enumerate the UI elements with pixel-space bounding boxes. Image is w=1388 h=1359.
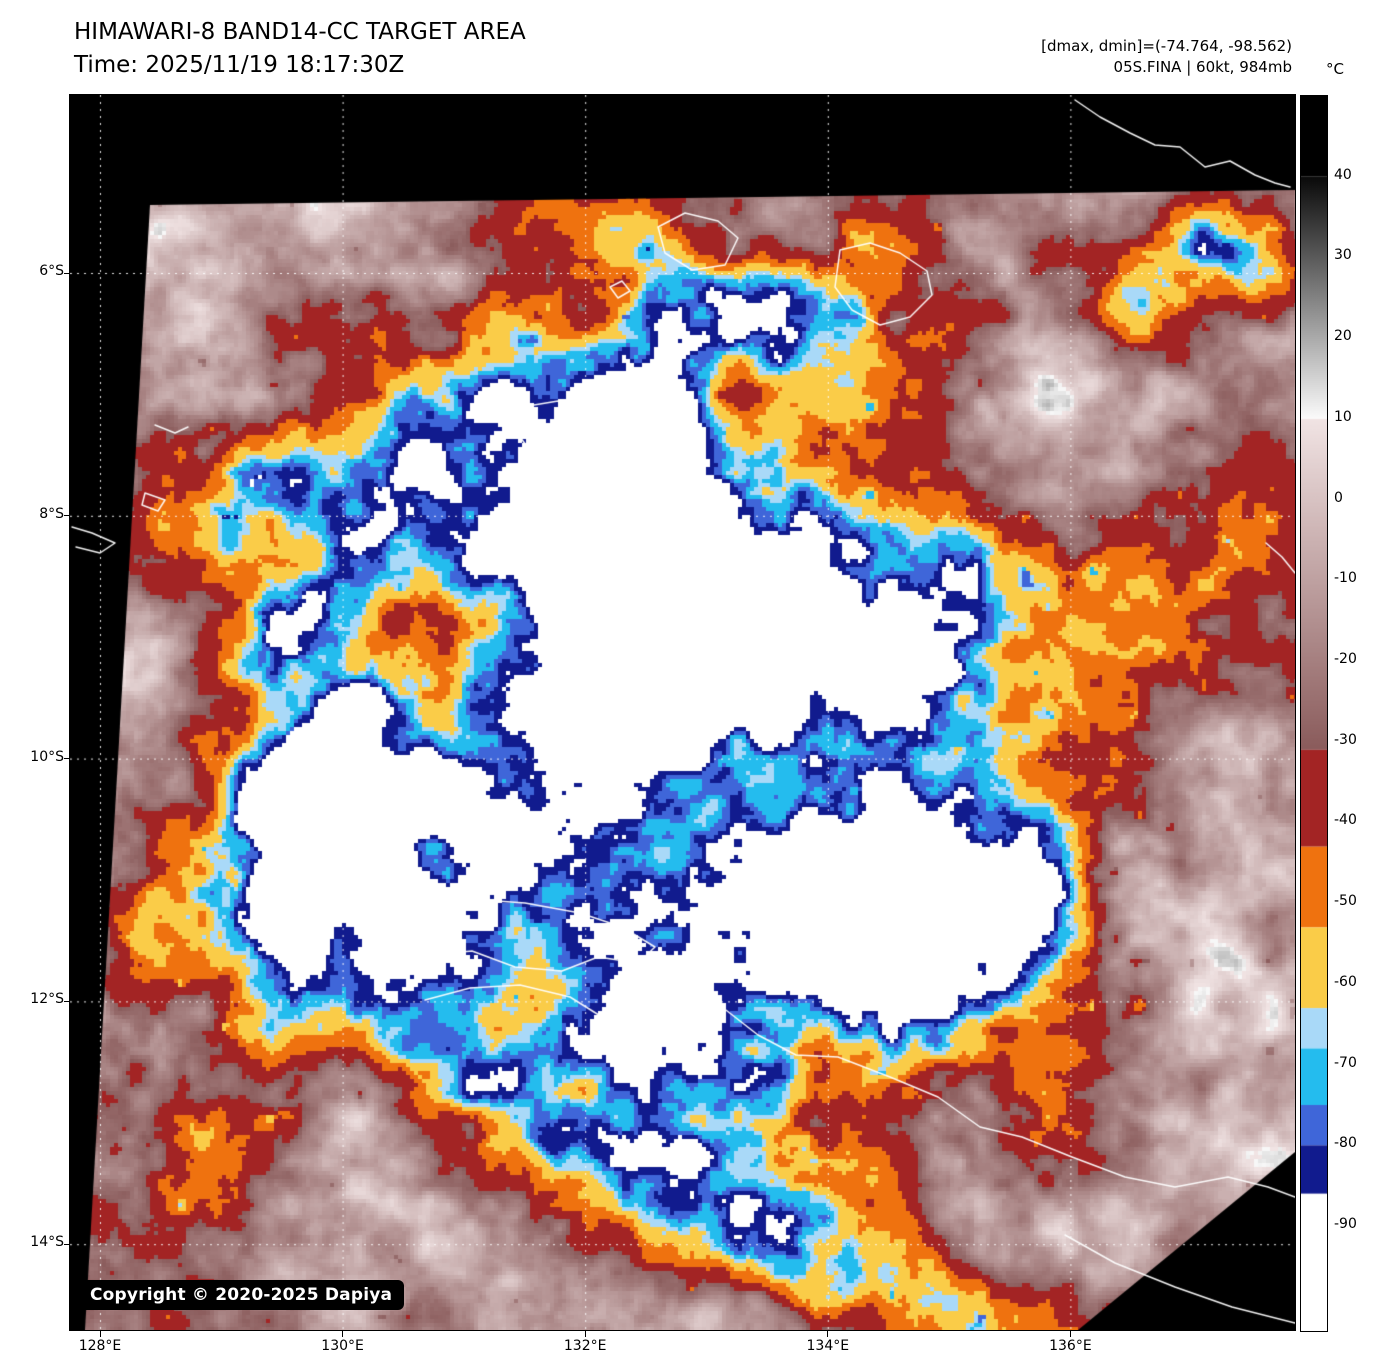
- lon-tick-mark: [1069, 1331, 1071, 1337]
- lon-tick-label: 134°E: [806, 1338, 850, 1354]
- lon-tick-label: 136°E: [1049, 1338, 1092, 1354]
- colorbar-tick-label: 40: [1334, 166, 1352, 183]
- colorbar-tick-label: 0: [1334, 489, 1343, 506]
- colorbar-tick-label: -20: [1334, 651, 1357, 668]
- lat-tick-mark: [64, 272, 70, 274]
- lon-tick-mark: [827, 1331, 829, 1337]
- product-time: Time: 2025/11/19 18:17:30Z: [74, 52, 405, 78]
- lon-tick-mark: [584, 1331, 586, 1337]
- colorbar-unit-label: °C: [1326, 60, 1344, 78]
- colorbar-tick-label: -30: [1334, 731, 1357, 748]
- colorbar-tick-label: -90: [1334, 1216, 1357, 1233]
- header-right: [dmax, dmin]=(-74.764, -98.562) 05S.FINA…: [1041, 36, 1292, 78]
- lat-tick-mark: [64, 1243, 70, 1245]
- colorbar-tick-label: -50: [1334, 893, 1357, 910]
- product-title: HIMAWARI-8 BAND14-CC TARGET AREA: [74, 19, 526, 45]
- colorbar-tick-label: 30: [1334, 247, 1352, 264]
- colorbar: [1300, 95, 1328, 1332]
- dmax-dmin-readout: [dmax, dmin]=(-74.764, -98.562): [1041, 37, 1292, 55]
- lon-tick-label: 128°E: [78, 1338, 122, 1354]
- lat-tick-mark: [64, 758, 70, 760]
- lat-tick-mark: [64, 515, 70, 517]
- lon-tick-mark: [99, 1331, 101, 1337]
- lat-tick-label: 8°S: [39, 505, 64, 522]
- satellite-imagery-canvas: [70, 95, 1295, 1330]
- storm-info: 05S.FINA | 60kt, 984mb: [1113, 58, 1292, 76]
- satellite-map: Copyright © 2020-2025 Dapiya: [69, 94, 1296, 1331]
- lat-tick-label: 10°S: [30, 748, 64, 765]
- colorbar-tick-label: -70: [1334, 1054, 1357, 1071]
- colorbar-tick-label: -10: [1334, 570, 1357, 587]
- colorbar-tick-label: -60: [1334, 973, 1357, 990]
- copyright-badge: Copyright © 2020-2025 Dapiya: [78, 1280, 405, 1310]
- colorbar-tick-label: 20: [1334, 328, 1352, 345]
- lat-tick-label: 12°S: [30, 991, 64, 1008]
- lon-tick-mark: [342, 1331, 344, 1337]
- colorbar-tick-label: -40: [1334, 812, 1357, 829]
- lon-tick-label: 132°E: [563, 1338, 607, 1354]
- lat-tick-label: 14°S: [30, 1234, 64, 1251]
- lat-tick-label: 6°S: [39, 263, 64, 279]
- lat-tick-mark: [64, 1000, 70, 1002]
- colorbar-tick-label: 10: [1334, 408, 1352, 425]
- lon-tick-label: 130°E: [321, 1338, 364, 1354]
- colorbar-tick-label: -80: [1334, 1135, 1357, 1152]
- header-left: HIMAWARI-8 BAND14-CC TARGET AREA Time: 2…: [74, 16, 526, 82]
